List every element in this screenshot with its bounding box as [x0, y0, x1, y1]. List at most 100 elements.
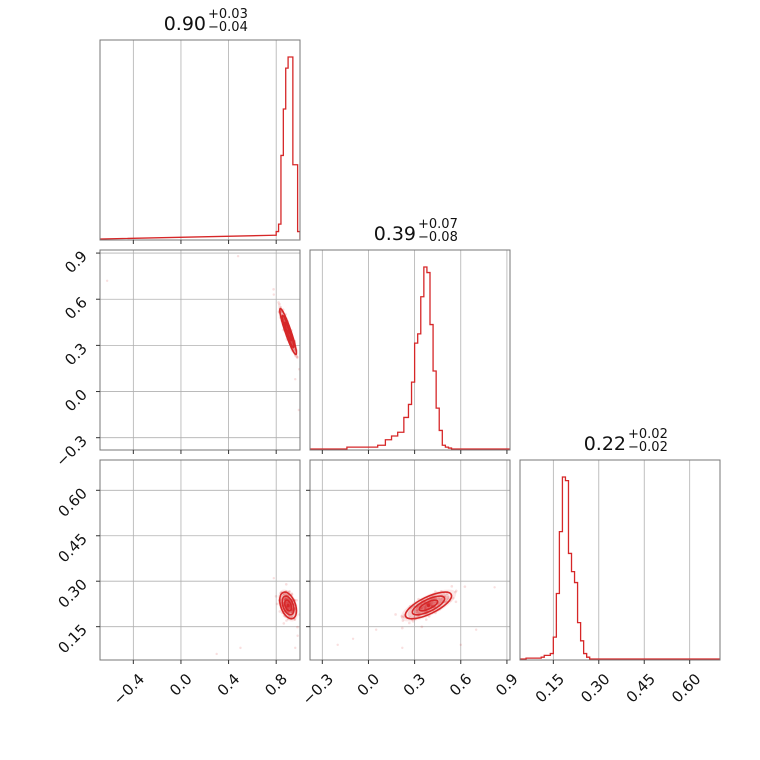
- scatter-point: [463, 585, 467, 588]
- contour-0: [404, 591, 453, 620]
- contour-1: [281, 595, 295, 616]
- scatter-point: [275, 602, 279, 606]
- scatter-point: [414, 611, 418, 615]
- x-tick-label-1-3: 0.6: [446, 670, 476, 700]
- scatter-point: [423, 604, 426, 608]
- scatter-point: [446, 595, 450, 599]
- panel-frame: [309, 459, 511, 661]
- outlier-point-0: [105, 279, 109, 282]
- y-tick-label-2-1: 0.30: [54, 575, 90, 611]
- scatter-point: [411, 620, 415, 623]
- x-tick-label-2-3: 0.60: [668, 670, 704, 706]
- scatter-point: [283, 597, 287, 601]
- title-minus-0: −0.04: [208, 20, 248, 35]
- outlier-point-2: [272, 293, 276, 296]
- contour-2: [283, 599, 293, 612]
- title-minus-2: −0.02: [628, 440, 668, 455]
- x-tick-label-2-1: 0.30: [577, 670, 613, 706]
- outlier-point-2: [294, 646, 297, 650]
- scatter-point: [440, 597, 444, 601]
- outlier-point-1: [236, 254, 240, 258]
- scatter-panel-2-1: [306, 459, 511, 664]
- title-plus-1: +0.07: [418, 217, 458, 232]
- scatter-point: [430, 601, 434, 605]
- scatter-point: [290, 592, 294, 595]
- panel-frame: [99, 459, 301, 661]
- scatter-point: [274, 594, 278, 598]
- contour-1: [411, 595, 446, 616]
- density-peak: [286, 603, 290, 608]
- scatter-point: [438, 598, 442, 602]
- histogram-1: [310, 266, 510, 450]
- panel-content: [100, 56, 300, 240]
- scatter-point: [283, 593, 286, 596]
- title-value-1: 0.39: [374, 223, 416, 245]
- scatter-point: [416, 611, 420, 615]
- scatter-point: [454, 590, 457, 594]
- outlier-point-0: [215, 652, 218, 656]
- y-tick-label-2-3: 0.60: [54, 484, 90, 520]
- scatter-point: [293, 618, 297, 621]
- scatter-point: [415, 609, 419, 613]
- scatter-point: [434, 597, 437, 600]
- scatter-point: [434, 590, 437, 593]
- x-tick-label-1-4: 0.9: [492, 670, 522, 700]
- scatter-point: [424, 618, 428, 621]
- outlier-point-4: [493, 586, 496, 589]
- y-tick-label-2-2: 0.45: [54, 530, 90, 566]
- title-plus-2: +0.02: [628, 427, 668, 442]
- scatter-point: [285, 619, 288, 622]
- scatter-point: [430, 601, 433, 605]
- scatter-point: [290, 610, 294, 613]
- outlier-point-4: [272, 576, 276, 580]
- histogram-2: [520, 476, 720, 660]
- scatter-point: [417, 597, 420, 601]
- scatter-point: [286, 601, 290, 604]
- scatter-point: [427, 615, 431, 618]
- hist-panel-0: [99, 39, 301, 244]
- scatter-point: [278, 302, 281, 306]
- scatter-point: [401, 619, 405, 622]
- panel-frame: [99, 249, 301, 451]
- scatter-point: [287, 607, 290, 610]
- scatter-point: [450, 585, 454, 588]
- scatter-point: [423, 607, 426, 610]
- x-tick-label-0-0: −0.4: [110, 670, 148, 708]
- x-tick-label-2-2: 0.45: [623, 670, 659, 706]
- scatter-point: [429, 603, 433, 607]
- scatter-point: [420, 607, 424, 611]
- y-tick-label-1-2: 0.3: [61, 339, 91, 369]
- scatter-panel-2-0: [96, 459, 301, 664]
- outlier-point-4: [294, 378, 297, 381]
- contour-1: [281, 314, 295, 349]
- y-tick-label-1-1: 0.0: [61, 386, 91, 416]
- scatter-point: [282, 622, 286, 625]
- scatter-point: [444, 600, 447, 604]
- outlier-point-1: [239, 646, 242, 650]
- scatter-point: [285, 600, 289, 604]
- title-plus-0: +0.03: [208, 7, 248, 22]
- scatter-point: [401, 626, 404, 630]
- scatter-point: [454, 589, 458, 593]
- contour-0: [278, 591, 298, 620]
- scatter-point: [417, 611, 421, 615]
- scatter-point: [430, 604, 433, 607]
- x-tick-label-1-1: 0.0: [354, 670, 384, 700]
- hist-panel-2: [519, 459, 721, 664]
- outlier-point-2: [401, 646, 404, 650]
- scatter-point: [420, 606, 423, 610]
- outlier-point-5: [374, 628, 378, 631]
- scatter-point: [287, 590, 291, 594]
- x-tick-label-2-0: 0.15: [532, 670, 568, 706]
- scatter-point: [415, 611, 419, 615]
- scatter-panel-1-0: [96, 249, 301, 454]
- scatter-point: [284, 582, 288, 586]
- title-value-0: 0.90: [164, 13, 206, 35]
- x-tick-label-1-2: 0.3: [400, 670, 430, 700]
- x-tick-label-0-3: 0.8: [261, 670, 291, 700]
- outlier-point-3: [474, 628, 478, 631]
- density-peak: [286, 329, 290, 334]
- scatter-point: [437, 596, 441, 600]
- panel-frame: [519, 459, 721, 661]
- title-value-2: 0.22: [584, 433, 626, 455]
